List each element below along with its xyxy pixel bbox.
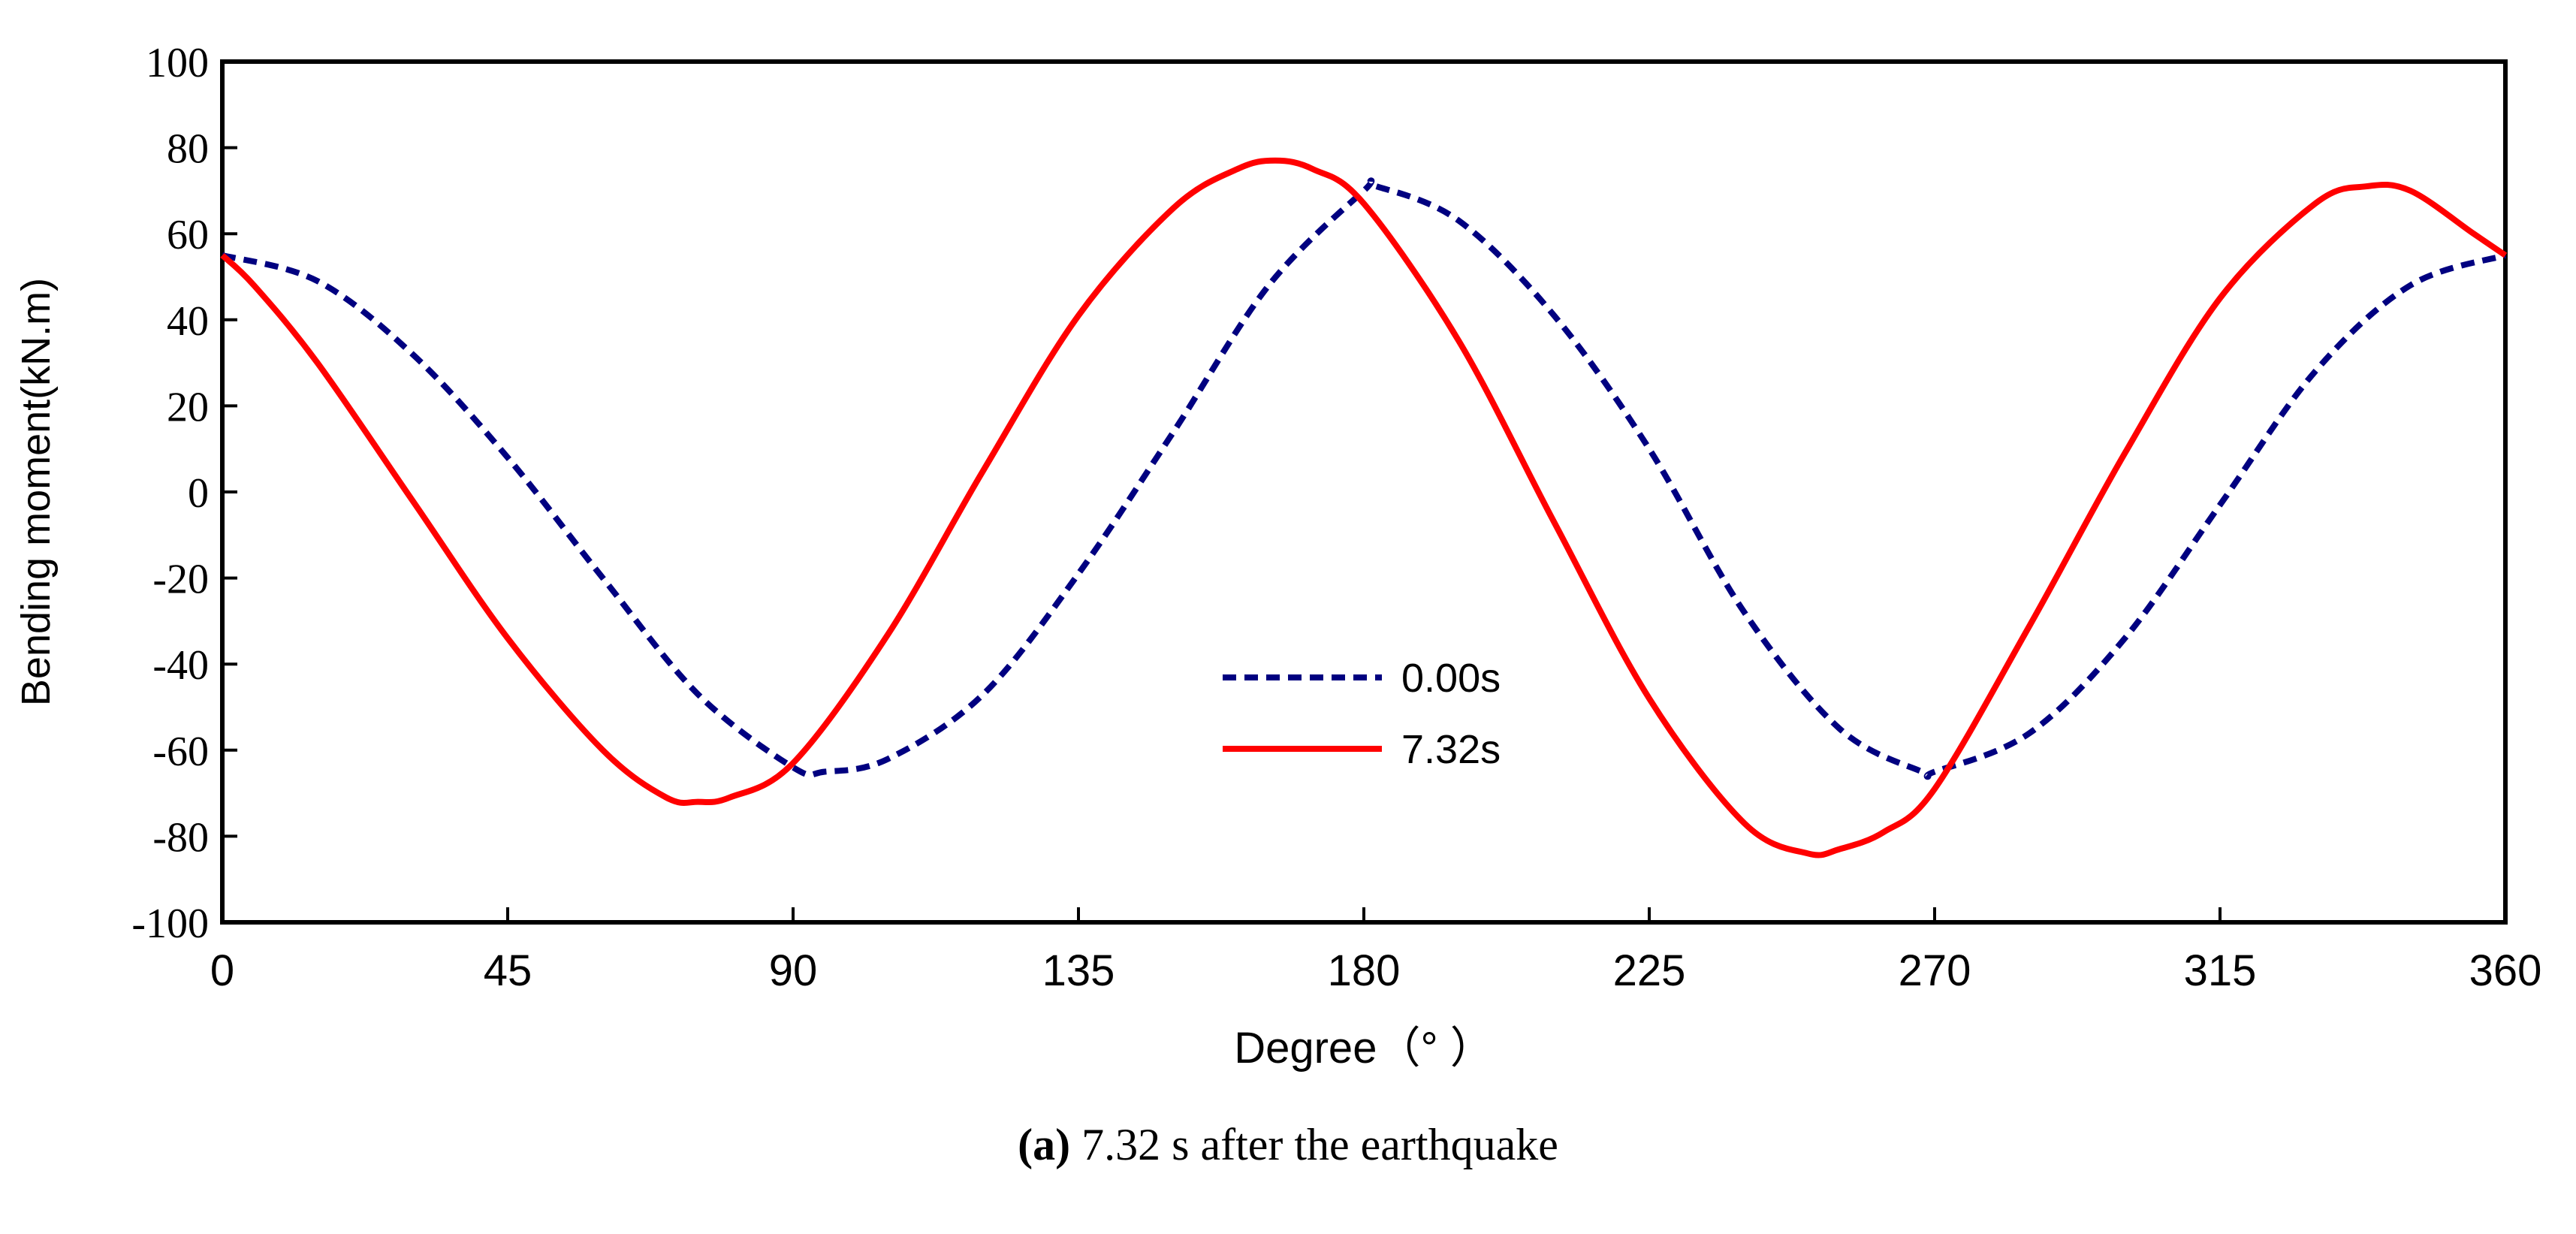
- y-tick-label: 40: [167, 298, 209, 345]
- x-axis-label: Degree（° ）: [1234, 1024, 1494, 1073]
- x-tick-label: 180: [1328, 946, 1401, 995]
- x-tick-label: 315: [2184, 946, 2257, 995]
- y-tick-label: -20: [152, 557, 209, 603]
- x-tick-label: 135: [1042, 946, 1115, 995]
- caption-label: (a): [1018, 1120, 1071, 1169]
- x-tick-label: 90: [769, 946, 818, 995]
- legend: 0.00s 7.32s: [1223, 656, 1501, 772]
- x-axis: 0 45 90 135 180 225 270 315 360: [210, 907, 2542, 995]
- y-tick-label: 80: [167, 126, 209, 173]
- y-tick-label: 20: [167, 384, 209, 430]
- y-axis-label: Bending moment(kN.m): [14, 278, 59, 706]
- series-line-2: [220, 157, 2508, 858]
- legend-label-series-2: 7.32s: [1401, 727, 1501, 772]
- figure-caption: (a) 7.32 s after the earthquake: [0, 1119, 2576, 1171]
- y-axis: 100 80 60 40 20 0 -20 -40 -60 -80 -100: [131, 40, 237, 947]
- x-tick-label: 0: [210, 946, 234, 995]
- y-tick-label: -80: [152, 814, 209, 861]
- plot-area-frame: [220, 59, 2508, 925]
- y-tick-label: -60: [152, 729, 209, 775]
- y-tick-label: -40: [152, 642, 209, 689]
- series-lines: [220, 157, 2508, 858]
- x-tick-label: 360: [2469, 946, 2542, 995]
- x-tick-label: 270: [1899, 946, 1971, 995]
- legend-label-series-1: 0.00s: [1401, 656, 1501, 701]
- y-tick-label: 100: [146, 40, 209, 86]
- x-tick-label: 45: [484, 946, 532, 995]
- series-line-1: [221, 177, 2507, 780]
- y-tick-label: 0: [188, 470, 209, 517]
- x-tick-label: 225: [1613, 946, 1686, 995]
- y-tick-label: -100: [131, 901, 209, 947]
- y-tick-label: 60: [167, 212, 209, 258]
- bending-moment-chart: 100 80 60 40 20 0 -20 -40 -60 -80 -100 0 45 90 135 180…: [14, 40, 2542, 1073]
- caption-text: 7.32 s after the earthquake: [1070, 1120, 1558, 1169]
